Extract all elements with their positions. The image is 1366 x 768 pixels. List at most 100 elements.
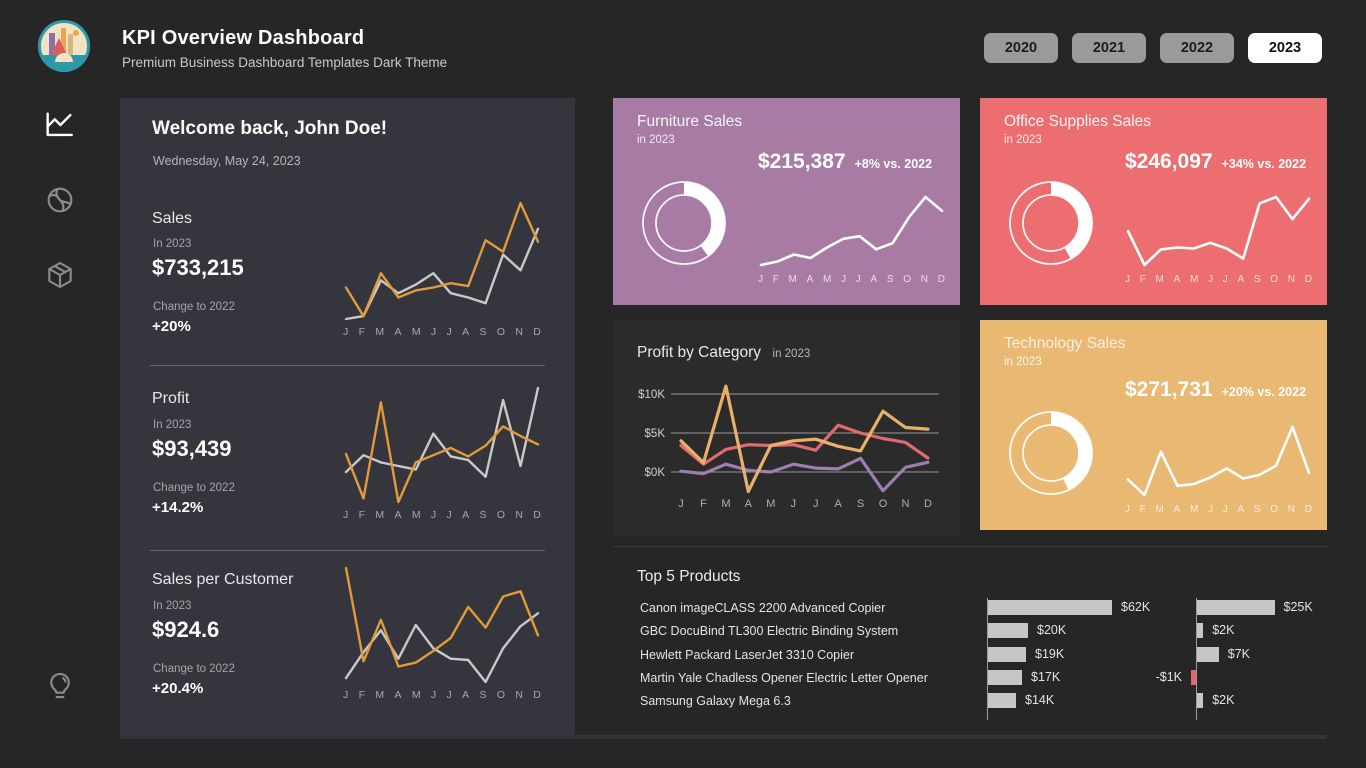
month-label: M [411, 326, 421, 338]
sales-bar-axis [987, 598, 988, 720]
top5-panel: Top 5 Products Canon imageCLASS 2200 Adv… [613, 560, 1327, 735]
negative-profit-bar [1191, 669, 1196, 685]
card-title: Technology Sales [1004, 335, 1126, 352]
month-label: J [343, 509, 349, 521]
profit-by-category-chart: $10K $5K $0K J F M A M J J A S O N D [638, 384, 939, 510]
month-label: O [1270, 274, 1279, 285]
month-label: A [394, 326, 402, 338]
month-label: N [515, 326, 523, 338]
bar-value-label: $20K [1037, 623, 1067, 638]
product-name: GBC DocuBind TL300 Electric Binding Syst… [640, 624, 899, 638]
profit-by-category-panel: Profit by Category in 2023 $10K $5K $0K J F M… [613, 320, 960, 537]
welcome-panel: Welcome back, John Doe! Wednesday, May 2… [120, 98, 575, 735]
section-divider [613, 546, 1327, 547]
furniture-line-chart [759, 195, 944, 267]
lightbulb-icon [50, 672, 70, 699]
month-label: S [1253, 504, 1261, 515]
card-period: in 2023 [1004, 134, 1042, 146]
card-value-row: $215,387 +8% vs. 2022 [758, 150, 932, 174]
svg-text:$0K: $0K [645, 467, 666, 479]
month-label: A [870, 274, 878, 285]
month-label: A [394, 509, 402, 521]
card-title: Office Supplies Sales [1004, 113, 1152, 130]
page-subtitle: Premium Business Dashboard Templates Dar… [122, 55, 448, 70]
sidebar-item-regions[interactable] [44, 184, 76, 216]
month-label: A [806, 274, 814, 285]
month-label: M [411, 689, 421, 701]
value-bar [988, 600, 1112, 615]
year-button-2020[interactable]: 2020 [984, 33, 1058, 63]
month-label: J [343, 326, 349, 338]
technology-sales-card: Technology Sales in 2023 $271,731 +20% v… [980, 320, 1327, 530]
month-label: J [1222, 504, 1228, 515]
pbc-title-row: Profit by Category in 2023 [637, 344, 810, 362]
kpi-sales-change-label: Change to 2022 [153, 301, 235, 313]
svg-text:A: A [745, 498, 753, 510]
month-label: J [1222, 274, 1228, 285]
month-label: D [533, 509, 541, 521]
month-label: D [1304, 504, 1312, 515]
svg-text:M: M [766, 498, 775, 510]
card-period: in 2023 [1004, 356, 1042, 368]
svg-text:N: N [902, 498, 910, 510]
date-label: Wednesday, May 24, 2023 [153, 154, 301, 168]
sidebar-item-insights[interactable] [45, 670, 75, 704]
month-label: F [358, 509, 366, 521]
svg-text:$5K: $5K [645, 428, 666, 440]
office-line-chart [1126, 195, 1311, 267]
kpi-profit-change: +14.2% [152, 499, 204, 516]
spc-sparkline-chart [344, 566, 540, 684]
year-button-2022[interactable]: 2022 [1160, 33, 1234, 63]
year-button-2023[interactable]: 2023 [1248, 33, 1322, 63]
month-label: J [1208, 504, 1214, 515]
month-label: J [430, 509, 437, 521]
bar-value-label: $62K [1121, 600, 1151, 614]
month-label: D [533, 326, 541, 338]
card-value: $215,387 [758, 150, 846, 173]
sidebar-item-products[interactable] [44, 259, 76, 291]
svg-text:O: O [879, 498, 888, 510]
svg-text:A: A [834, 498, 842, 510]
sales-sparkline-chart [344, 201, 540, 321]
value-bar [1197, 600, 1275, 615]
month-label: J [1208, 274, 1214, 285]
kpi-profit-value: $93,439 [152, 436, 232, 461]
divider [150, 550, 545, 551]
card-value-row: $246,097 +34% vs. 2022 [1125, 150, 1306, 174]
month-label: M [1155, 274, 1164, 285]
sidebar-item-overview[interactable] [42, 108, 76, 142]
month-label: M [411, 509, 421, 521]
month-label: M [1190, 504, 1199, 515]
month-label: A [1173, 504, 1181, 515]
kpi-spc-period: In 2023 [153, 600, 192, 612]
kpi-sales-period: In 2023 [153, 238, 192, 250]
month-label: F [358, 689, 366, 701]
pbc-title: Profit by Category [637, 344, 762, 361]
technology-donut-chart [1009, 411, 1093, 495]
kpi-spc-title: Sales per Customer [152, 571, 294, 588]
year-button-2021[interactable]: 2021 [1072, 33, 1146, 63]
month-label: A [394, 689, 402, 701]
kpi-profit-period: In 2023 [153, 419, 192, 431]
month-label: M [375, 326, 385, 338]
furniture-sales-card: Furniture Sales in 2023 $215,387 +8% vs.… [613, 98, 960, 305]
value-bar [988, 669, 1022, 685]
month-label: S [479, 326, 487, 338]
month-label: J [855, 274, 861, 285]
month-label: A [462, 326, 470, 338]
month-label: A [462, 689, 470, 701]
month-label: J [758, 274, 763, 285]
kpi-spc-value: $924.6 [152, 617, 220, 642]
month-label: M [788, 274, 797, 285]
bar-value-label: $17K [1031, 669, 1061, 684]
month-label: N [920, 274, 929, 285]
value-bar [988, 693, 1016, 709]
header-titles: KPI Overview Dashboard Premium Business … [122, 27, 447, 70]
svg-text:J: J [813, 498, 819, 510]
card-value-row: $271,731 +20% vs. 2022 [1125, 378, 1306, 402]
value-bar [1197, 646, 1219, 662]
month-label: J [841, 274, 847, 285]
